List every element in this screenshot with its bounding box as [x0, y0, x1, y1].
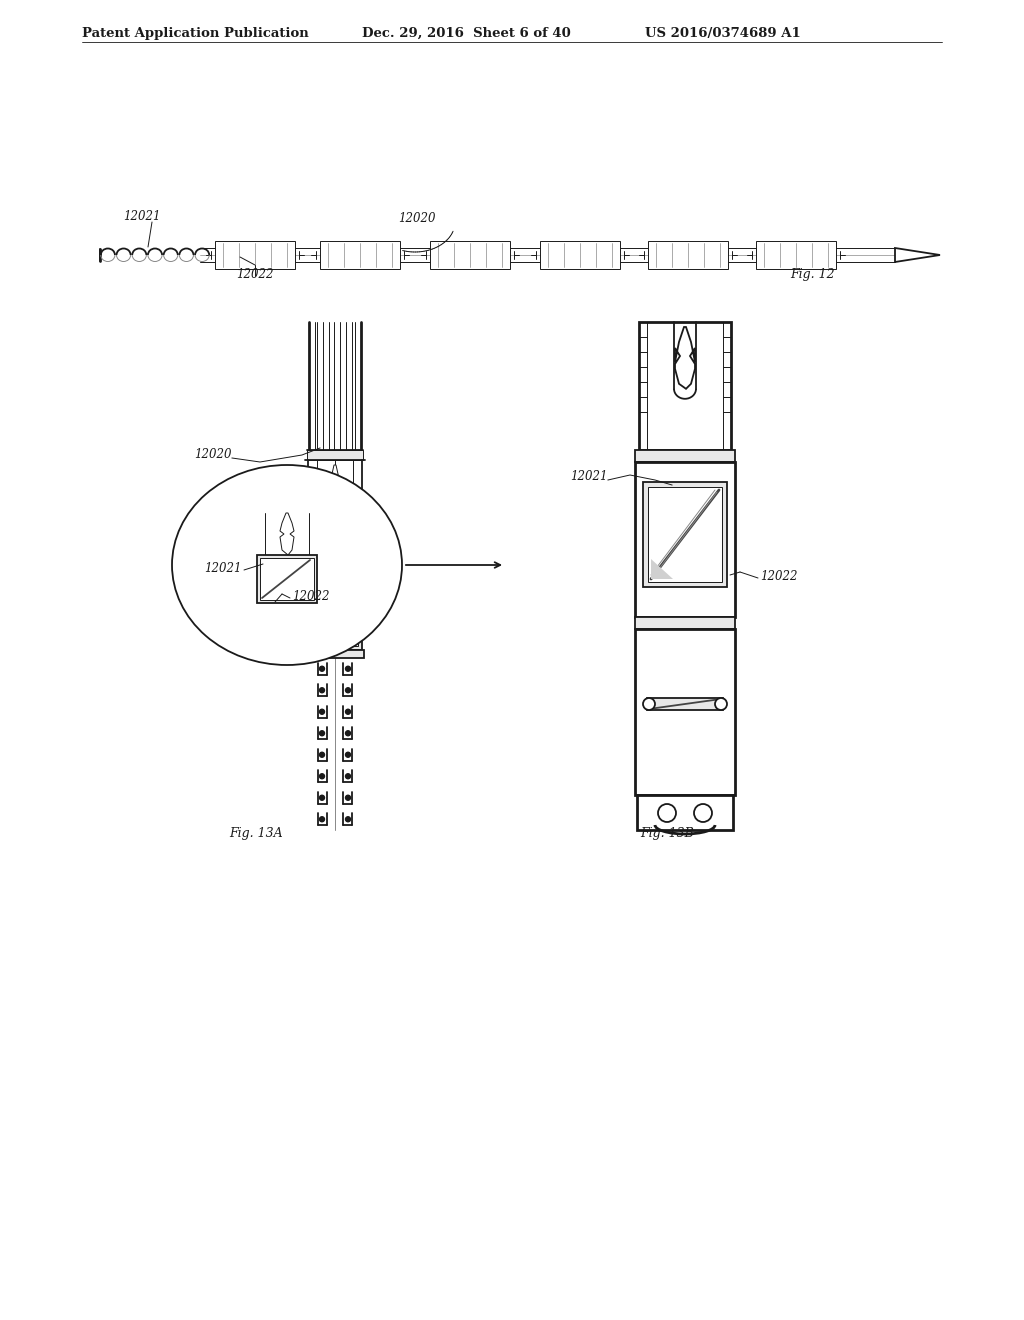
- Circle shape: [319, 731, 325, 735]
- Text: Patent Application Publication: Patent Application Publication: [82, 26, 309, 40]
- Text: 12022: 12022: [760, 570, 798, 583]
- Text: 12022: 12022: [237, 268, 273, 281]
- Text: 12020: 12020: [398, 213, 435, 224]
- Circle shape: [319, 817, 325, 822]
- Circle shape: [319, 688, 325, 693]
- Bar: [648, 242, 728, 269]
- Text: US 2016/0374689 A1: US 2016/0374689 A1: [645, 26, 801, 40]
- Bar: [635, 450, 735, 462]
- Bar: [635, 616, 735, 630]
- Text: 12021: 12021: [205, 562, 242, 576]
- Circle shape: [345, 817, 350, 822]
- Circle shape: [345, 731, 350, 735]
- Circle shape: [658, 804, 676, 822]
- Text: Fig. 12: Fig. 12: [790, 268, 835, 281]
- Circle shape: [715, 698, 727, 710]
- Polygon shape: [675, 327, 695, 389]
- Polygon shape: [651, 558, 673, 579]
- Bar: [215, 242, 295, 269]
- Text: Fig. 13B: Fig. 13B: [640, 828, 693, 840]
- Bar: [540, 242, 620, 269]
- Circle shape: [694, 804, 712, 822]
- Polygon shape: [895, 248, 940, 261]
- Circle shape: [345, 752, 350, 758]
- Text: 12021: 12021: [123, 210, 161, 223]
- Circle shape: [319, 774, 325, 779]
- Bar: [307, 450, 362, 459]
- Polygon shape: [280, 513, 294, 554]
- Bar: [308, 578, 362, 649]
- Circle shape: [345, 709, 350, 714]
- Ellipse shape: [172, 465, 402, 665]
- Bar: [635, 462, 735, 616]
- Circle shape: [345, 667, 350, 672]
- Bar: [647, 698, 723, 710]
- Circle shape: [319, 667, 325, 672]
- Bar: [643, 482, 727, 587]
- Text: 12021: 12021: [570, 470, 608, 483]
- Bar: [430, 242, 510, 269]
- Text: Dec. 29, 2016  Sheet 6 of 40: Dec. 29, 2016 Sheet 6 of 40: [362, 26, 570, 40]
- Bar: [639, 322, 731, 450]
- Polygon shape: [327, 465, 343, 573]
- Bar: [312, 582, 358, 645]
- Text: 12022: 12022: [292, 590, 330, 603]
- Bar: [756, 242, 836, 269]
- Bar: [319, 242, 400, 269]
- Circle shape: [319, 752, 325, 758]
- Circle shape: [345, 795, 350, 800]
- Bar: [637, 795, 733, 830]
- Bar: [306, 649, 364, 657]
- Bar: [260, 558, 314, 601]
- Circle shape: [319, 709, 325, 714]
- Text: Fig. 13A: Fig. 13A: [229, 828, 283, 840]
- Bar: [648, 487, 722, 582]
- Circle shape: [345, 688, 350, 693]
- Bar: [635, 630, 735, 795]
- Bar: [257, 554, 317, 603]
- Circle shape: [643, 698, 655, 710]
- Text: 12020: 12020: [195, 447, 232, 461]
- Circle shape: [319, 795, 325, 800]
- Circle shape: [345, 774, 350, 779]
